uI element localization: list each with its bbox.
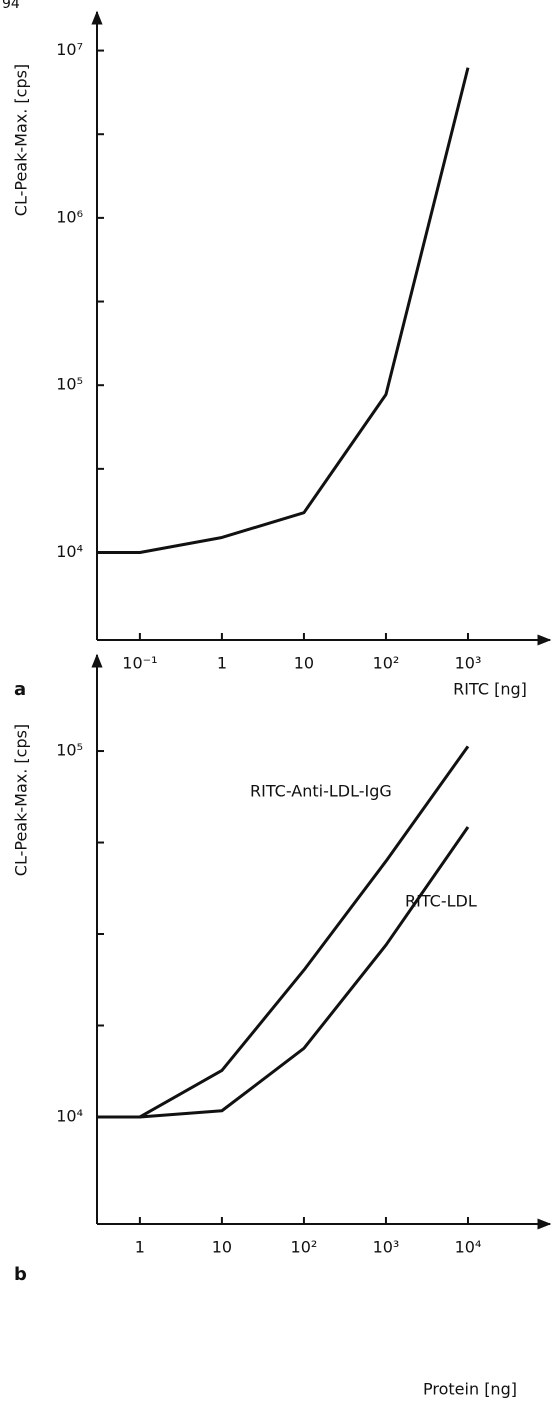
x-tick-label: 1 <box>135 1238 145 1257</box>
x-axis-title: RITC [ng] <box>453 680 527 699</box>
data-line <box>97 826 470 1119</box>
x-tick-label: 10³ <box>455 654 482 673</box>
x-tick-label: 10³ <box>373 1238 400 1257</box>
x-tick-label: 10 <box>294 654 314 673</box>
y-axis-title: CL-Peak-Max. [cps] <box>12 724 31 876</box>
x-tick-label: 10⁻¹ <box>122 654 157 673</box>
y-axis-title: CL-Peak-Max. [cps] <box>12 64 31 216</box>
data-line <box>97 745 470 1119</box>
y-tick-label: 10⁵ <box>56 375 83 394</box>
panel-label: b <box>14 1264 27 1285</box>
panel-label: a <box>14 679 26 700</box>
series-label: RITC-Anti-LDL-IgG <box>250 782 392 801</box>
y-tick-label: 10⁴ <box>56 1106 83 1125</box>
x-tick-label: 10⁴ <box>455 1238 482 1257</box>
y-tick-label: 10⁷ <box>56 40 83 59</box>
page-number: 94 <box>2 0 20 12</box>
x-axis-title: Protein [ng] <box>423 1380 517 1399</box>
x-tick-label: 10² <box>291 1238 318 1257</box>
x-tick-label: 1 <box>217 654 227 673</box>
data-line <box>97 67 470 555</box>
y-tick-label: 10⁶ <box>56 207 83 226</box>
x-tick-label: 10² <box>373 654 400 673</box>
series-label: RITC-LDL <box>405 892 477 911</box>
y-tick-label: 10⁴ <box>56 542 83 561</box>
x-tick-label: 10 <box>212 1238 232 1257</box>
y-tick-label: 10⁵ <box>56 741 83 760</box>
